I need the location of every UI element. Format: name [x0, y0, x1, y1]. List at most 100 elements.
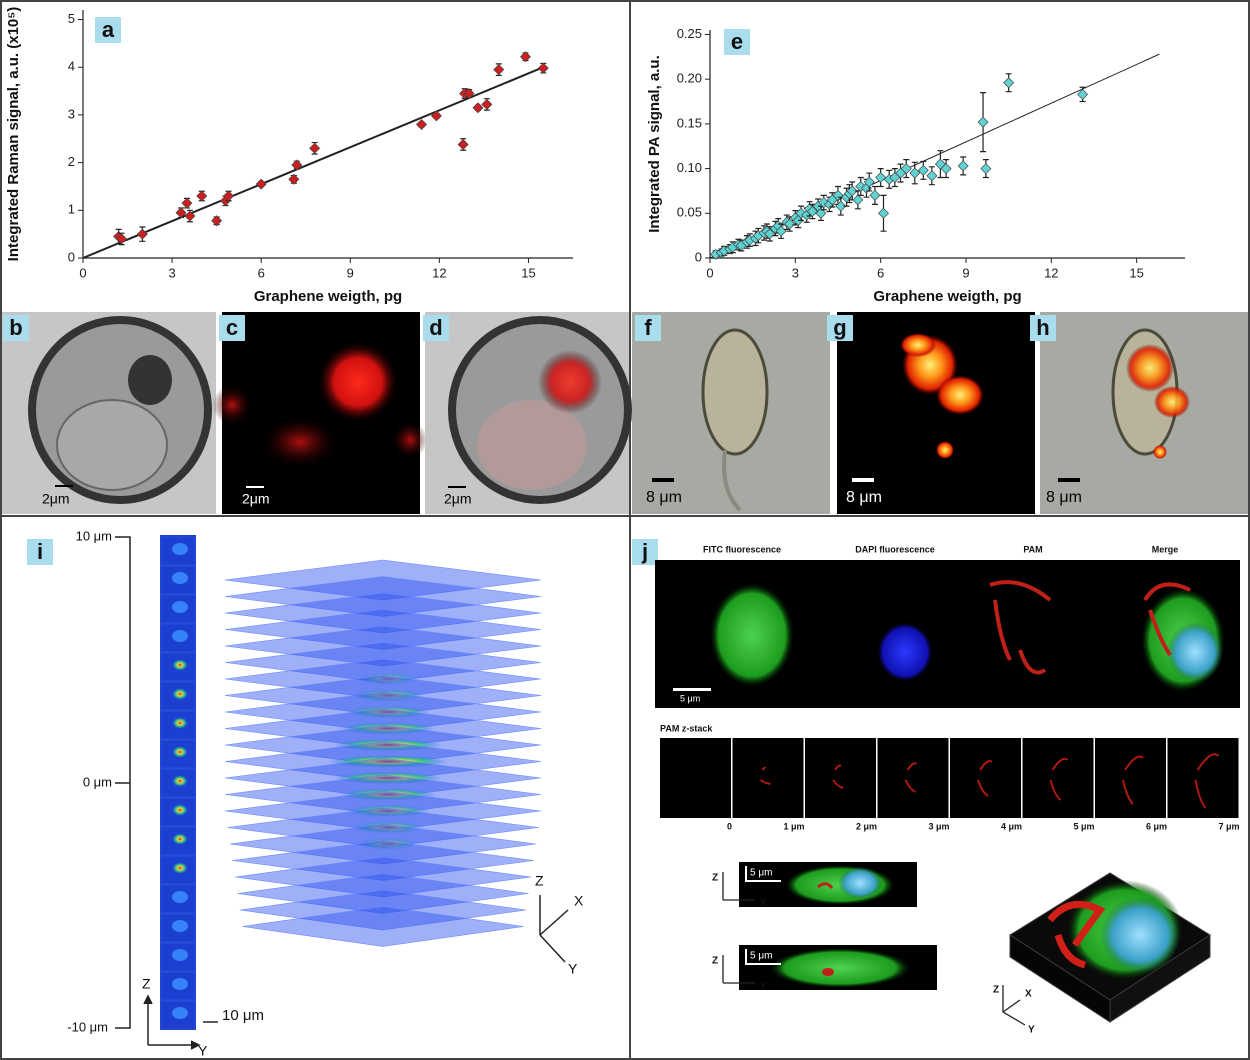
- axis-line: [83, 10, 573, 258]
- axis-label: Y: [568, 961, 578, 977]
- blob: [172, 659, 188, 671]
- point: [1004, 78, 1014, 88]
- image-c: [212, 312, 428, 514]
- blob: [172, 746, 188, 758]
- y-tick-label: 0.15: [677, 115, 702, 130]
- zstack-label: 0: [727, 821, 732, 831]
- panel-label: h: [1036, 315, 1049, 340]
- axis-label: Z: [712, 956, 718, 967]
- zstack-tile: [805, 738, 876, 818]
- scale-label: 10 μm: [222, 1007, 264, 1024]
- point: [494, 65, 504, 75]
- point: [473, 103, 483, 113]
- zstack-label: 4 μm: [1001, 821, 1022, 831]
- zstack-tile: [1023, 738, 1094, 818]
- point: [876, 173, 886, 183]
- column-label: PAM: [1023, 544, 1042, 554]
- point: [918, 165, 928, 175]
- x-tick-label: 6: [877, 265, 884, 280]
- image-g: [837, 312, 1035, 514]
- zstack-label: 5 μm: [1073, 821, 1094, 831]
- z-label: -10 μm: [67, 1019, 108, 1034]
- blob: [172, 717, 188, 729]
- blob: [172, 891, 188, 903]
- y-tick-label: 3: [68, 106, 75, 121]
- figure: abcdefghij 2μm 2μm 2μm 8 μm 8 μm 8 μm 10…: [0, 0, 1250, 1060]
- point: [879, 208, 889, 218]
- 3d-box: [1010, 873, 1210, 1022]
- x-tick-label: 15: [1129, 265, 1143, 280]
- axis-label: Z: [535, 873, 544, 889]
- point: [981, 164, 991, 174]
- x-tick-label: 3: [168, 265, 175, 280]
- x-tick-label: 12: [432, 265, 446, 280]
- axis-label: Y: [198, 1043, 208, 1059]
- blob: [172, 949, 188, 961]
- image-d: [425, 312, 629, 514]
- y-tick-label: 0.05: [677, 205, 702, 220]
- axis-label: X: [760, 898, 767, 909]
- blob: [172, 601, 188, 613]
- blob: [172, 833, 188, 845]
- blob: [172, 1007, 188, 1019]
- point: [870, 190, 880, 200]
- scale-label: 5 μm: [680, 693, 700, 703]
- x-tick-label: 9: [962, 265, 969, 280]
- panel-label: i: [37, 539, 43, 564]
- point: [978, 117, 988, 127]
- point: [958, 161, 968, 171]
- point: [137, 229, 147, 239]
- point: [538, 63, 548, 73]
- zstack-tile: [660, 738, 731, 818]
- scale-label: 2μm: [242, 491, 270, 507]
- point: [458, 139, 468, 149]
- scale-label: 2μm: [42, 491, 70, 507]
- column-label: DAPI fluorescence: [855, 544, 935, 554]
- point: [482, 99, 492, 109]
- image-h: [1040, 312, 1248, 514]
- image-b: [2, 312, 216, 514]
- zstack-tile: [950, 738, 1021, 818]
- axis-label: X: [1025, 989, 1032, 1000]
- axis-label: Y: [1028, 1025, 1035, 1036]
- point: [197, 191, 207, 201]
- blob: [172, 804, 188, 816]
- blob: [172, 978, 188, 990]
- y-tick-label: 5: [68, 11, 75, 26]
- point: [910, 168, 920, 178]
- slice-strip: [160, 535, 196, 1030]
- chart: 01234503691215Graphene weigth, pgIntegra…: [5, 7, 573, 305]
- axis-label: Z: [142, 976, 151, 992]
- point: [182, 198, 192, 208]
- xz-view: [739, 862, 937, 990]
- blob: [172, 775, 188, 787]
- y-tick-label: 0: [68, 249, 75, 264]
- panel-label: j: [641, 539, 648, 564]
- axis-label: Z: [993, 985, 999, 996]
- column-label: Merge: [1152, 544, 1179, 554]
- panel-label: d: [429, 315, 442, 340]
- y-tick-label: 4: [68, 59, 75, 74]
- panel-label: g: [833, 315, 846, 340]
- blob: [172, 572, 188, 584]
- axis-label: Z: [712, 873, 718, 884]
- panel-label: a: [102, 17, 115, 42]
- zstack-tile: [878, 738, 949, 818]
- z-label: 10 μm: [76, 528, 112, 543]
- zstack-tile: [733, 738, 804, 818]
- blob: [172, 543, 188, 555]
- zstack: 01 μm2 μm3 μm4 μm5 μm6 μm7 μm: [660, 738, 1240, 831]
- x-axis-label: Graphene weigth, pg: [873, 288, 1021, 305]
- zstack-label: 3 μm: [928, 821, 949, 831]
- point: [927, 171, 937, 181]
- stack-axes: [540, 895, 568, 962]
- scale-label: 8 μm: [1046, 489, 1082, 506]
- point: [853, 195, 863, 205]
- y-tick-label: 0: [695, 249, 702, 264]
- slice-stack: [225, 560, 541, 947]
- axis-label: Y: [760, 981, 767, 992]
- point: [256, 179, 266, 189]
- x-tick-label: 6: [258, 265, 265, 280]
- scale-label: 5 μm: [750, 951, 772, 962]
